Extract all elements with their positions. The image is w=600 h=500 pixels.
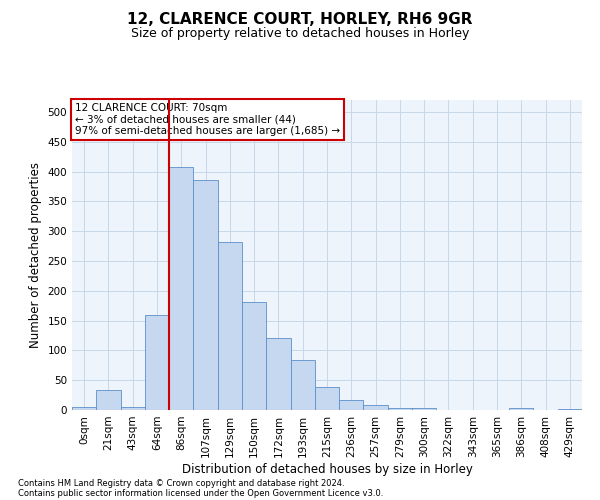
Bar (558, 409, 582, 410)
Bar (218, 242, 242, 410)
Bar (72, 407, 96, 410)
Bar (193, 180, 218, 410)
Bar (509, 408, 533, 410)
Text: 12, CLARENCE COURT, HORLEY, RH6 9GR: 12, CLARENCE COURT, HORLEY, RH6 9GR (127, 12, 473, 28)
Bar (290, 360, 315, 410)
Bar (169, 168, 193, 410)
Y-axis label: Number of detached properties: Number of detached properties (29, 162, 42, 348)
Bar (315, 387, 339, 410)
Bar (121, 407, 145, 410)
Bar (339, 400, 364, 410)
Bar (96, 390, 121, 410)
Text: Size of property relative to detached houses in Horley: Size of property relative to detached ho… (131, 28, 469, 40)
Bar (242, 302, 266, 410)
X-axis label: Distribution of detached houses by size in Horley: Distribution of detached houses by size … (182, 462, 472, 475)
Bar (388, 408, 412, 410)
Bar (412, 408, 436, 410)
Text: Contains HM Land Registry data © Crown copyright and database right 2024.: Contains HM Land Registry data © Crown c… (18, 478, 344, 488)
Text: 12 CLARENCE COURT: 70sqm
← 3% of detached houses are smaller (44)
97% of semi-de: 12 CLARENCE COURT: 70sqm ← 3% of detache… (75, 103, 340, 136)
Bar (364, 404, 388, 410)
Text: Contains public sector information licensed under the Open Government Licence v3: Contains public sector information licen… (18, 488, 383, 498)
Bar (145, 314, 169, 410)
Bar (266, 338, 290, 410)
